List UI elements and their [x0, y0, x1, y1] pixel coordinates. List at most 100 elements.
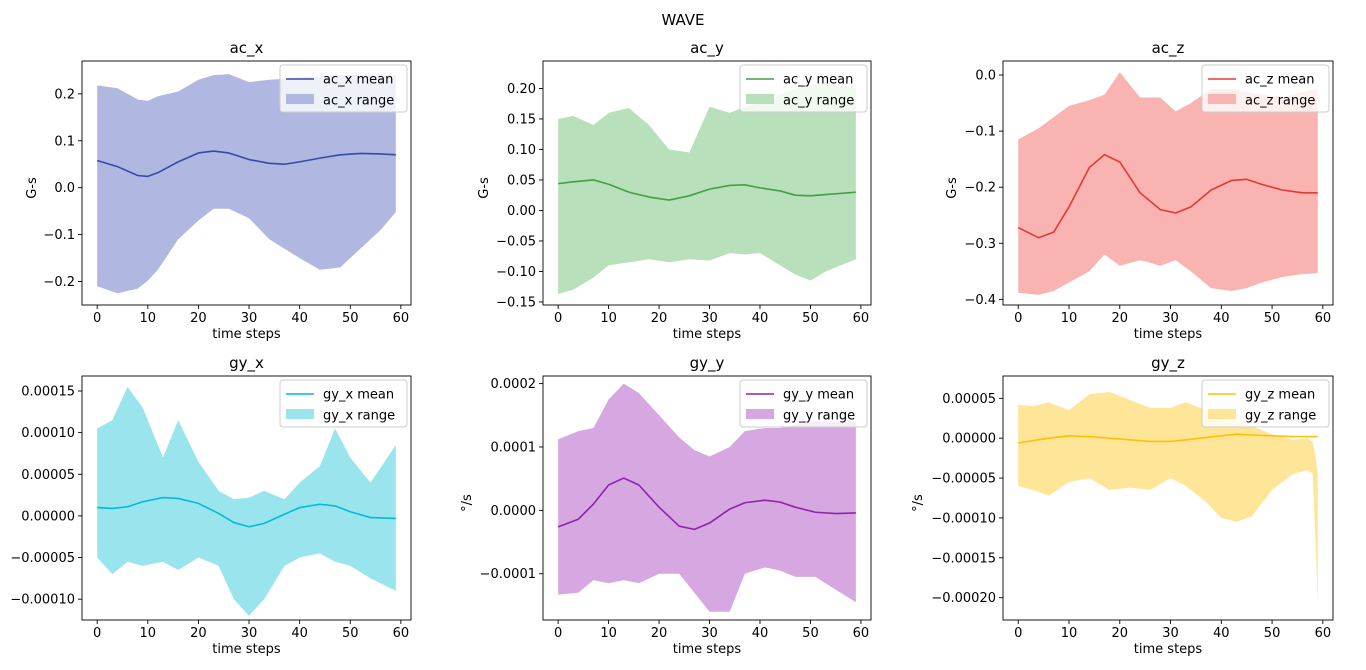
x-tick-label: 60 [393, 311, 410, 326]
x-tick-label: 0 [93, 626, 101, 641]
legend: gy_y mean gy_y range [739, 379, 868, 428]
figure-title: WAVE [661, 11, 704, 29]
mean-line [97, 496, 396, 528]
y-tick-label: 0.00005 [21, 468, 75, 483]
x-tick-label: 10 [140, 311, 157, 326]
x-tick-label: 40 [291, 626, 308, 641]
range-band [97, 386, 396, 616]
x-tick-label: 60 [853, 626, 870, 641]
x-tick-label: 0 [554, 626, 562, 641]
y-tick-label: −0.00005 [10, 551, 75, 566]
y-tick-label: 0.05 [507, 173, 536, 188]
x-tick-label: 20 [190, 311, 207, 326]
x-tick-label: 50 [342, 626, 359, 641]
y-tick-label: −0.00015 [931, 551, 996, 566]
legend-range-label: gy_x range [323, 409, 395, 424]
mean-line [96, 150, 396, 178]
legend-range-label: gy_z range [1245, 409, 1316, 424]
x-tick-label: 0 [554, 311, 562, 326]
subplot-title: ac_x [230, 39, 264, 58]
legend-mean-label: gy_y mean [783, 388, 854, 403]
x-tick-label: 20 [651, 626, 668, 641]
mean-line [558, 179, 856, 201]
legend-range-swatch [286, 94, 314, 104]
x-tick-label: 40 [1213, 626, 1230, 641]
legend-range-label: ac_y range [783, 94, 854, 109]
legend: ac_y mean ac_y range [739, 64, 868, 113]
y-tick-label: 0.2 [54, 87, 75, 102]
x-tick-label: 10 [1061, 626, 1078, 641]
y-tick-label: 0.0000 [491, 504, 537, 519]
x-tick-label: 20 [1111, 626, 1128, 641]
x-tick-label: 30 [1162, 311, 1179, 326]
y-tick-label: −0.1 [964, 125, 996, 140]
y-tick-label: −0.2 [43, 275, 75, 290]
x-tick-label: 10 [600, 311, 617, 326]
subplot-ac-y: 0 10 20 30 40 50 60 −0.15 −0.10 −0.05 0.00 0.05 0.10… [477, 39, 872, 342]
range-band [558, 82, 856, 295]
mean-line [1017, 153, 1318, 239]
y-axis-label: G-s [477, 177, 492, 199]
subplot-title: gy_x [229, 354, 264, 373]
y-tick-label: −0.00010 [931, 511, 996, 526]
axes-frame [542, 375, 872, 621]
legend: gy_z mean gy_z range [1201, 379, 1330, 428]
legend-mean-label: ac_z mean [1245, 73, 1314, 88]
y-tick-label: 0.00015 [21, 384, 75, 399]
subplot-title: ac_z [1152, 39, 1185, 58]
range-band [1018, 391, 1318, 602]
legend-range-swatch [746, 409, 774, 419]
x-tick-label: 50 [802, 311, 819, 326]
x-tick-label: 50 [1264, 626, 1281, 641]
y-tick-label: −0.15 [496, 295, 536, 310]
x-tick-label: 0 [1014, 626, 1022, 641]
x-tick-label: 20 [1111, 311, 1128, 326]
range-band [1018, 72, 1318, 295]
x-tick-label: 40 [291, 311, 308, 326]
legend-mean-label: ac_x mean [323, 73, 393, 88]
x-axis-label: time steps [212, 327, 281, 342]
subplot-gy-y: 0 10 20 30 40 50 60 −0.0001 0.0000 0.0001 0.0002 gy… [460, 354, 872, 657]
x-axis-label: time steps [673, 327, 742, 342]
x-tick-label: 20 [651, 311, 668, 326]
y-tick-label: −0.00010 [10, 593, 75, 608]
subplot-gy-z: 0 10 20 30 40 50 60 −0.00020 −0.00015 −0.00010 −0.… [911, 354, 1334, 657]
y-tick-label: 0.15 [507, 112, 536, 127]
x-tick-label: 30 [241, 311, 258, 326]
y-tick-label: −0.1 [43, 228, 75, 243]
y-tick-label: −0.3 [964, 237, 996, 252]
y-tick-label: 0.0 [975, 69, 996, 84]
y-tick-label: 0.20 [507, 82, 536, 97]
legend-mean-label: gy_x mean [323, 388, 394, 403]
legend: ac_x mean ac_x range [279, 64, 408, 113]
x-tick-label: 10 [600, 626, 617, 641]
x-axis-label: time steps [1134, 642, 1203, 657]
y-tick-label: −0.05 [496, 234, 536, 249]
x-tick-label: 60 [1315, 626, 1332, 641]
x-tick-label: 10 [140, 626, 157, 641]
x-tick-label: 0 [93, 311, 101, 326]
y-tick-label: 0.00 [507, 204, 536, 219]
x-tick-label: 30 [241, 626, 258, 641]
subplot-ac-z: 0 10 20 30 40 50 60 −0.4 −0.3 −0.2 −0.1 0.0 ac_ztime… [945, 39, 1334, 342]
x-tick-label: 40 [752, 626, 769, 641]
y-tick-label: 0.00010 [21, 426, 75, 441]
y-tick-label: 0.00005 [942, 392, 996, 407]
x-tick-label: 40 [752, 311, 769, 326]
x-tick-label: 60 [1315, 311, 1332, 326]
x-tick-label: 50 [1264, 311, 1281, 326]
x-axis-label: time steps [1134, 327, 1203, 342]
legend-range-label: gy_y range [783, 409, 855, 424]
x-axis-label: time steps [673, 642, 742, 657]
range-band [97, 74, 396, 294]
y-tick-label: −0.4 [964, 293, 996, 308]
legend-range-swatch [1208, 409, 1236, 419]
legend-range-swatch [286, 409, 314, 419]
subplot-title: ac_y [690, 39, 724, 58]
legend-range-swatch [1208, 94, 1236, 104]
y-tick-label: 0.0002 [491, 377, 537, 392]
y-tick-label: 0.0 [54, 181, 75, 196]
x-tick-label: 30 [701, 626, 718, 641]
axes-frame [542, 60, 872, 306]
